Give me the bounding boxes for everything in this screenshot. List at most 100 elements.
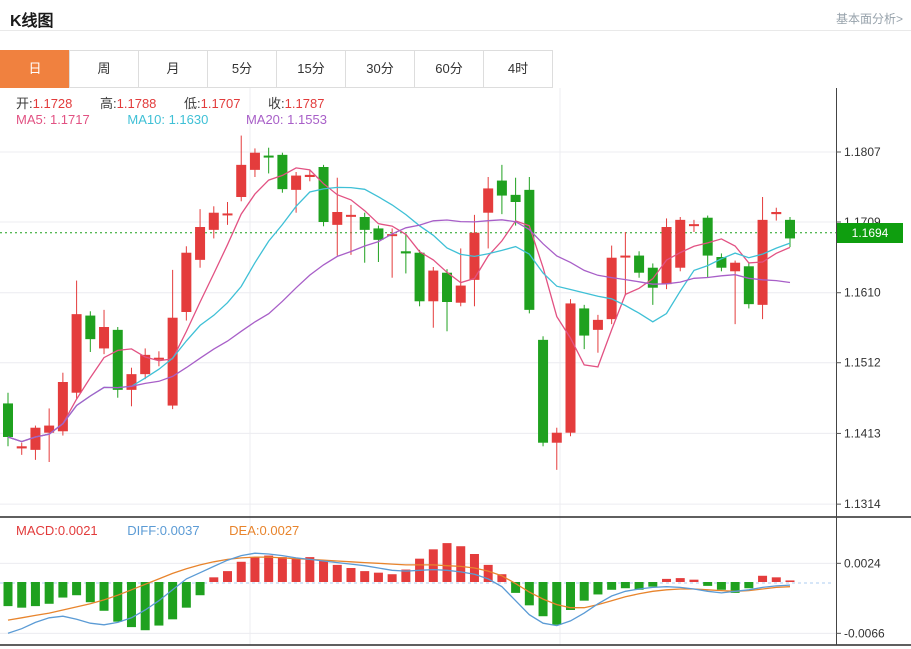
macd-bar	[277, 557, 287, 582]
axis-tick-label: 0.0024	[844, 556, 881, 570]
tab-30min[interactable]: 30分	[345, 50, 415, 88]
tab-day[interactable]: 日	[0, 50, 70, 88]
candle-body	[606, 257, 617, 320]
macd-bar	[785, 580, 795, 582]
diff-line	[7, 552, 791, 634]
tab-week[interactable]: 周	[69, 50, 139, 88]
candle-body	[85, 315, 96, 340]
candle-body	[249, 152, 260, 170]
macd-bar	[401, 569, 411, 582]
macd-bar	[552, 582, 562, 625]
candle-body	[373, 228, 384, 240]
candles-layer	[3, 135, 795, 470]
candle-body	[291, 175, 302, 190]
macd-bar	[181, 582, 191, 608]
macd-bar	[195, 582, 205, 596]
macd-bar	[689, 579, 699, 582]
macd-bar	[511, 582, 521, 593]
axis-tick-label: 1.1413	[844, 426, 881, 440]
candle-body	[730, 262, 741, 272]
candle-body	[16, 446, 27, 449]
tab-15min[interactable]: 15分	[276, 50, 346, 88]
macd-bar	[730, 582, 740, 593]
panel-borders	[0, 88, 911, 646]
macd-bar	[319, 560, 329, 582]
tab-5min[interactable]: 5分	[207, 50, 277, 88]
candle-body	[785, 219, 795, 239]
candle-body	[510, 194, 521, 202]
tab-month[interactable]: 月	[138, 50, 208, 88]
macd-bar	[456, 546, 466, 582]
candle-body	[414, 252, 425, 302]
candle-body	[345, 214, 356, 217]
low-value: 低:1.1707	[184, 96, 241, 111]
candle-body	[634, 255, 645, 273]
tab-4hour[interactable]: 4时	[483, 50, 553, 88]
ma20-line	[7, 219, 791, 443]
macd-bar	[662, 578, 672, 582]
macd-bar	[99, 582, 109, 611]
ma20-value: MA20: 1.1553	[245, 112, 327, 127]
axis-tick-label: 1.1314	[844, 497, 881, 511]
fundamental-analysis-link[interactable]: 基本面分析>	[835, 12, 903, 26]
tab-60min[interactable]: 60分	[414, 50, 484, 88]
candle-body	[195, 227, 206, 260]
ma5-value: MA5: 1.1717	[16, 112, 90, 127]
candle-body	[208, 212, 219, 230]
macd-bar	[346, 568, 356, 582]
interval-tabs: 日 周 月 5分 15分 30分 60分 4时	[0, 50, 553, 88]
macd-bar	[305, 557, 315, 582]
candle-body	[675, 219, 686, 268]
ma5-line	[7, 167, 791, 443]
candle-body	[71, 314, 82, 393]
axis-tick-label: 1.1512	[844, 356, 881, 370]
dea-line	[7, 556, 791, 621]
current-price-badge: 1.1694	[837, 223, 903, 243]
candle-body	[153, 357, 164, 360]
candle-body	[112, 329, 123, 390]
candle-body	[236, 164, 247, 197]
ma10-line	[7, 186, 791, 443]
macd-bar	[250, 557, 260, 582]
candle-body	[222, 213, 233, 216]
candle-body	[400, 251, 411, 254]
macd-bar	[387, 574, 397, 582]
candle-body	[99, 327, 110, 349]
candle-body	[44, 425, 55, 433]
macd-bar	[648, 582, 658, 587]
macd-bar	[579, 582, 589, 601]
macd-bar	[72, 582, 82, 596]
macd-bar	[565, 582, 575, 610]
macd-legend: MACD:0.0021 DIFF:0.0037 DEA:0.0027	[16, 523, 325, 538]
macd-bar	[85, 582, 95, 603]
macd-bar	[58, 582, 68, 598]
macd-bar	[126, 582, 136, 628]
macd-bar	[30, 582, 40, 607]
candle-body	[688, 224, 699, 227]
candle-body	[263, 155, 274, 158]
page-title: K线图	[10, 13, 54, 30]
axis-tick-label: 1.1610	[844, 286, 881, 300]
candle-body	[181, 252, 192, 312]
macd-value: MACD:0.0021	[16, 523, 98, 538]
candle-body	[304, 174, 315, 177]
candle-body	[455, 285, 466, 303]
close-value: 收:1.1787	[268, 96, 325, 111]
candle-body	[167, 317, 178, 406]
macd-bar	[332, 564, 342, 582]
candle-body	[57, 382, 68, 432]
candle-body	[483, 188, 494, 213]
macd-bar	[716, 582, 726, 590]
candle-body	[140, 354, 151, 375]
candle-body	[30, 427, 41, 450]
candle-body	[771, 212, 782, 215]
macd-bar	[703, 582, 713, 586]
macd-bar	[236, 561, 246, 582]
candle-body	[620, 255, 631, 258]
macd-bar	[483, 564, 493, 582]
macd-bar	[428, 549, 438, 582]
macd-bar	[497, 574, 507, 582]
